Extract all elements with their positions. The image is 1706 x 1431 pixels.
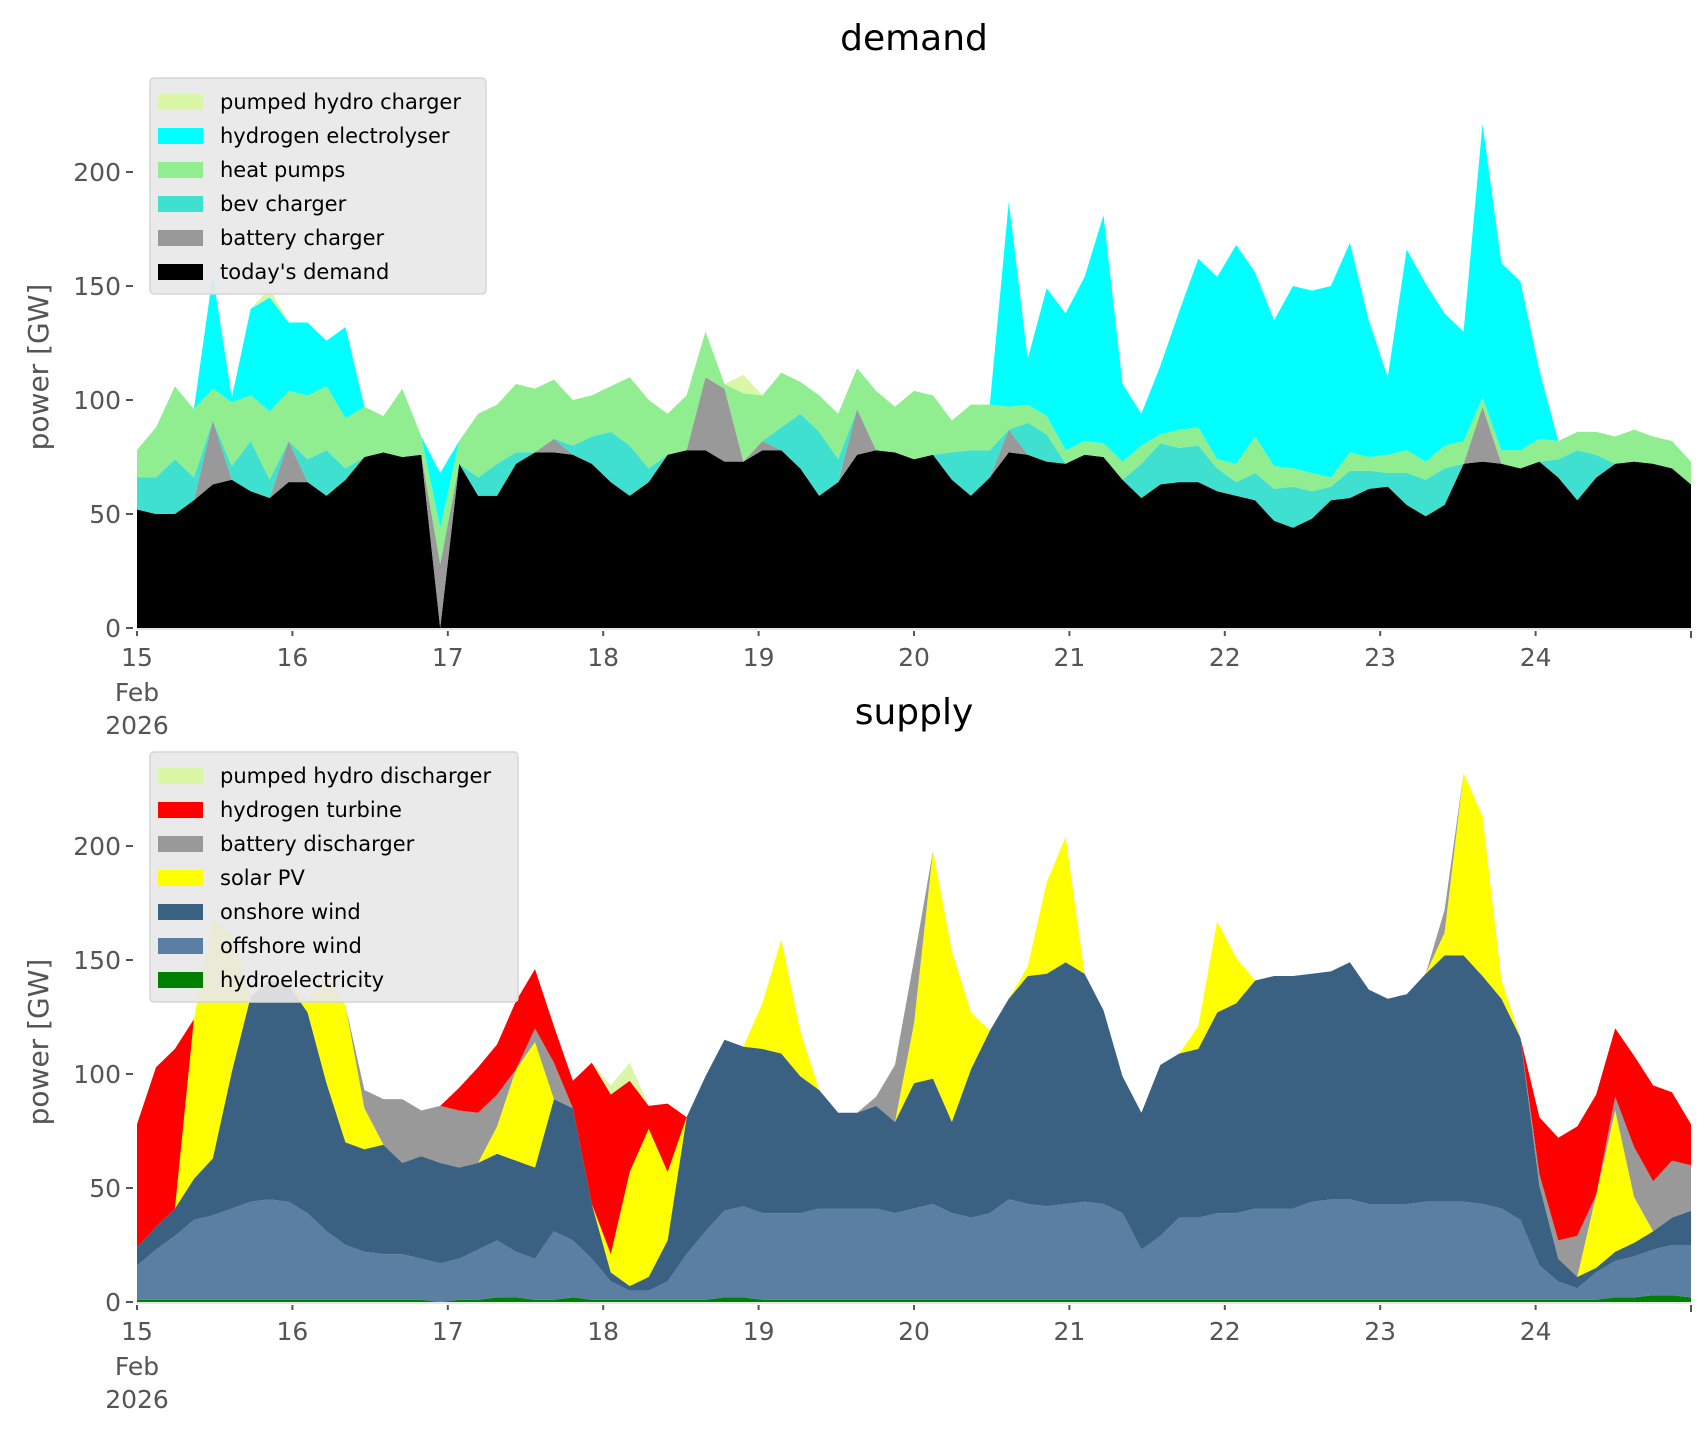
- y-tick-label: 200: [73, 832, 121, 861]
- legend-swatch: [158, 264, 203, 280]
- x-tick-label: 15: [121, 1317, 153, 1346]
- x-tick-label: 16: [276, 1317, 308, 1346]
- x-tick-label: 20: [898, 643, 930, 672]
- demand-panel: demand 0 50 100 150 200 15 16 17 18 19 20 21 22 23 24 F…: [22, 18, 1692, 740]
- supply-legend: pumped hydro discharger hydrogen turbine b…: [149, 751, 519, 1003]
- legend-label: hydroelectricity: [220, 968, 384, 992]
- legend-swatch: [158, 802, 203, 818]
- y-tick-label: 50: [89, 1174, 121, 1203]
- area-heat-pumps: [137, 331, 1691, 565]
- x-tick-label: 23: [1364, 1317, 1396, 1346]
- x-tick-label: 19: [743, 1317, 775, 1346]
- demand-axes: 0 50 100 150 200 15 16 17 18 19 20 21 22 23 24 Feb 2026: [73, 152, 1692, 740]
- area-today-s-demand: [137, 450, 1691, 628]
- demand-y-axis-label: power [GW]: [22, 284, 55, 451]
- x-tick-sublabel: Feb: [115, 1352, 159, 1381]
- legend-label: pumped hydro charger: [220, 90, 461, 114]
- x-tick-label: 21: [1053, 1317, 1085, 1346]
- x-tick-label: 20: [898, 1317, 930, 1346]
- area-solar-pv: [137, 773, 1691, 1286]
- legend-swatch: [158, 128, 203, 144]
- x-tick-label: 23: [1364, 643, 1396, 672]
- legend-label: bev charger: [220, 192, 347, 216]
- supply-y-axis-label: power [GW]: [22, 959, 55, 1126]
- legend-swatch: [158, 94, 203, 110]
- legend-swatch: [158, 230, 203, 246]
- legend-label: battery charger: [220, 226, 385, 250]
- area-onshore-wind: [137, 955, 1691, 1291]
- y-tick-label: 200: [73, 158, 121, 187]
- legend-label: onshore wind: [220, 900, 361, 924]
- legend-label: pumped hydro discharger: [220, 764, 491, 788]
- legend-swatch: [158, 836, 203, 852]
- legend-label: heat pumps: [220, 158, 345, 182]
- legend-label: hydrogen electrolyser: [220, 124, 450, 148]
- legend-swatch: [158, 196, 203, 212]
- x-tick-sublabel: 2026: [105, 1385, 169, 1414]
- x-tick-sublabel: 2026: [105, 711, 169, 740]
- x-tick-label: 22: [1209, 643, 1241, 672]
- area-hydrogen-electrolyser: [137, 124, 1691, 528]
- legend-box: [149, 751, 519, 1003]
- x-tick-label: 16: [276, 643, 308, 672]
- x-tick-label: 24: [1520, 643, 1552, 672]
- legend-label: today's demand: [220, 260, 389, 284]
- supply-panel: supply 0 50 100 150 200 15 16 17 18 19 20 21 22 23 24 F…: [22, 692, 1692, 1414]
- area-bev-charger: [137, 377, 1691, 565]
- x-tick-label: 19: [743, 643, 775, 672]
- legend-swatch: [158, 162, 203, 178]
- demand-title: demand: [840, 18, 988, 59]
- x-tick-label: 24: [1520, 1317, 1552, 1346]
- y-tick-label: 0: [105, 614, 121, 643]
- legend-label: hydrogen turbine: [220, 798, 402, 822]
- x-tick-sublabel: Feb: [115, 678, 159, 707]
- x-tick-label: 15: [121, 643, 153, 672]
- supply-axes: 0 50 100 150 200 15 16 17 18 19 20 21 22 23 24 Feb 2026: [73, 826, 1692, 1414]
- legend-label: battery discharger: [220, 832, 415, 856]
- y-tick-label: 100: [73, 1060, 121, 1089]
- y-tick-label: 50: [89, 500, 121, 529]
- x-tick-label: 17: [432, 643, 464, 672]
- legend-swatch: [158, 904, 203, 920]
- legend-label: solar PV: [220, 866, 305, 890]
- legend-label: offshore wind: [220, 934, 362, 958]
- x-tick-label: 18: [587, 1317, 619, 1346]
- legend-swatch: [158, 870, 203, 886]
- area-offshore-wind: [137, 1199, 1691, 1302]
- legend-swatch: [158, 768, 203, 784]
- y-tick-label: 100: [73, 386, 121, 415]
- y-tick-label: 0: [105, 1288, 121, 1317]
- supply-title: supply: [855, 692, 974, 733]
- x-tick-label: 22: [1209, 1317, 1241, 1346]
- supply-areas: [137, 773, 1691, 1302]
- demand-legend: pumped hydro charger hydrogen electrolyse…: [149, 77, 487, 295]
- legend-box: [149, 77, 487, 295]
- x-tick-label: 18: [587, 643, 619, 672]
- x-tick-label: 17: [432, 1317, 464, 1346]
- y-tick-label: 150: [73, 272, 121, 301]
- legend-swatch: [158, 972, 203, 988]
- x-tick-label: 21: [1053, 643, 1085, 672]
- legend-swatch: [158, 938, 203, 954]
- y-tick-label: 150: [73, 946, 121, 975]
- area-hydroelectricity: [137, 1295, 1691, 1302]
- demand-areas: [137, 124, 1691, 628]
